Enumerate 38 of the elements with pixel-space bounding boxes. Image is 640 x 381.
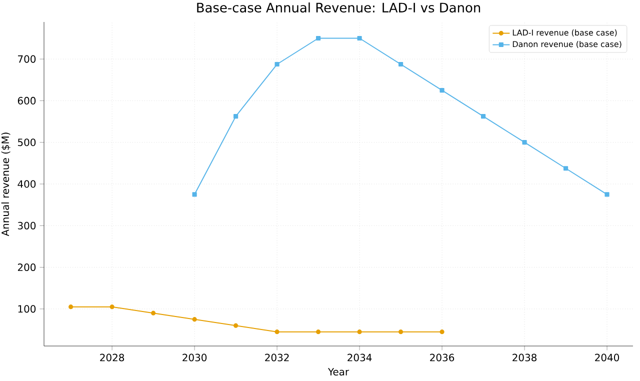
y-tick-label: 100	[18, 305, 36, 313]
point	[440, 88, 444, 93]
point	[68, 304, 74, 310]
x-axis-title: Year	[328, 368, 350, 376]
point	[563, 166, 568, 171]
point	[151, 310, 156, 316]
point	[522, 140, 527, 145]
y-tick-label: 700	[18, 55, 36, 63]
y-axis-title: Annual revenue ($M)	[1, 132, 10, 236]
x-tick-label: 2034	[348, 354, 372, 362]
point	[440, 330, 444, 334]
x-tick-label: 2038	[512, 354, 537, 362]
point	[192, 317, 197, 322]
x-tick-label: 2032	[265, 354, 289, 362]
point	[604, 192, 610, 197]
point	[398, 62, 404, 67]
x-tick-label: 2030	[182, 354, 207, 362]
point	[357, 36, 362, 41]
y-tick-label: 500	[18, 138, 36, 146]
y-tick-label: 200	[18, 264, 36, 272]
point	[316, 330, 321, 334]
point	[192, 192, 197, 197]
y-tick-label: 300	[18, 222, 36, 230]
y-tick-label: 400	[18, 180, 36, 188]
point	[357, 330, 362, 334]
point	[110, 304, 114, 310]
x-tick-label: 2040	[595, 354, 620, 362]
point	[274, 62, 280, 67]
x-tick-label: 2036	[430, 354, 454, 362]
point	[316, 36, 321, 41]
chart-title: Base-case Annual Revenue: LAD-I vs Danon	[197, 2, 480, 12]
point	[234, 323, 238, 328]
point	[480, 114, 486, 119]
x-tick-label: 2028	[100, 354, 124, 362]
y-tick-label: 600	[18, 96, 36, 104]
point	[234, 114, 238, 119]
point	[274, 330, 280, 334]
point	[398, 330, 404, 334]
